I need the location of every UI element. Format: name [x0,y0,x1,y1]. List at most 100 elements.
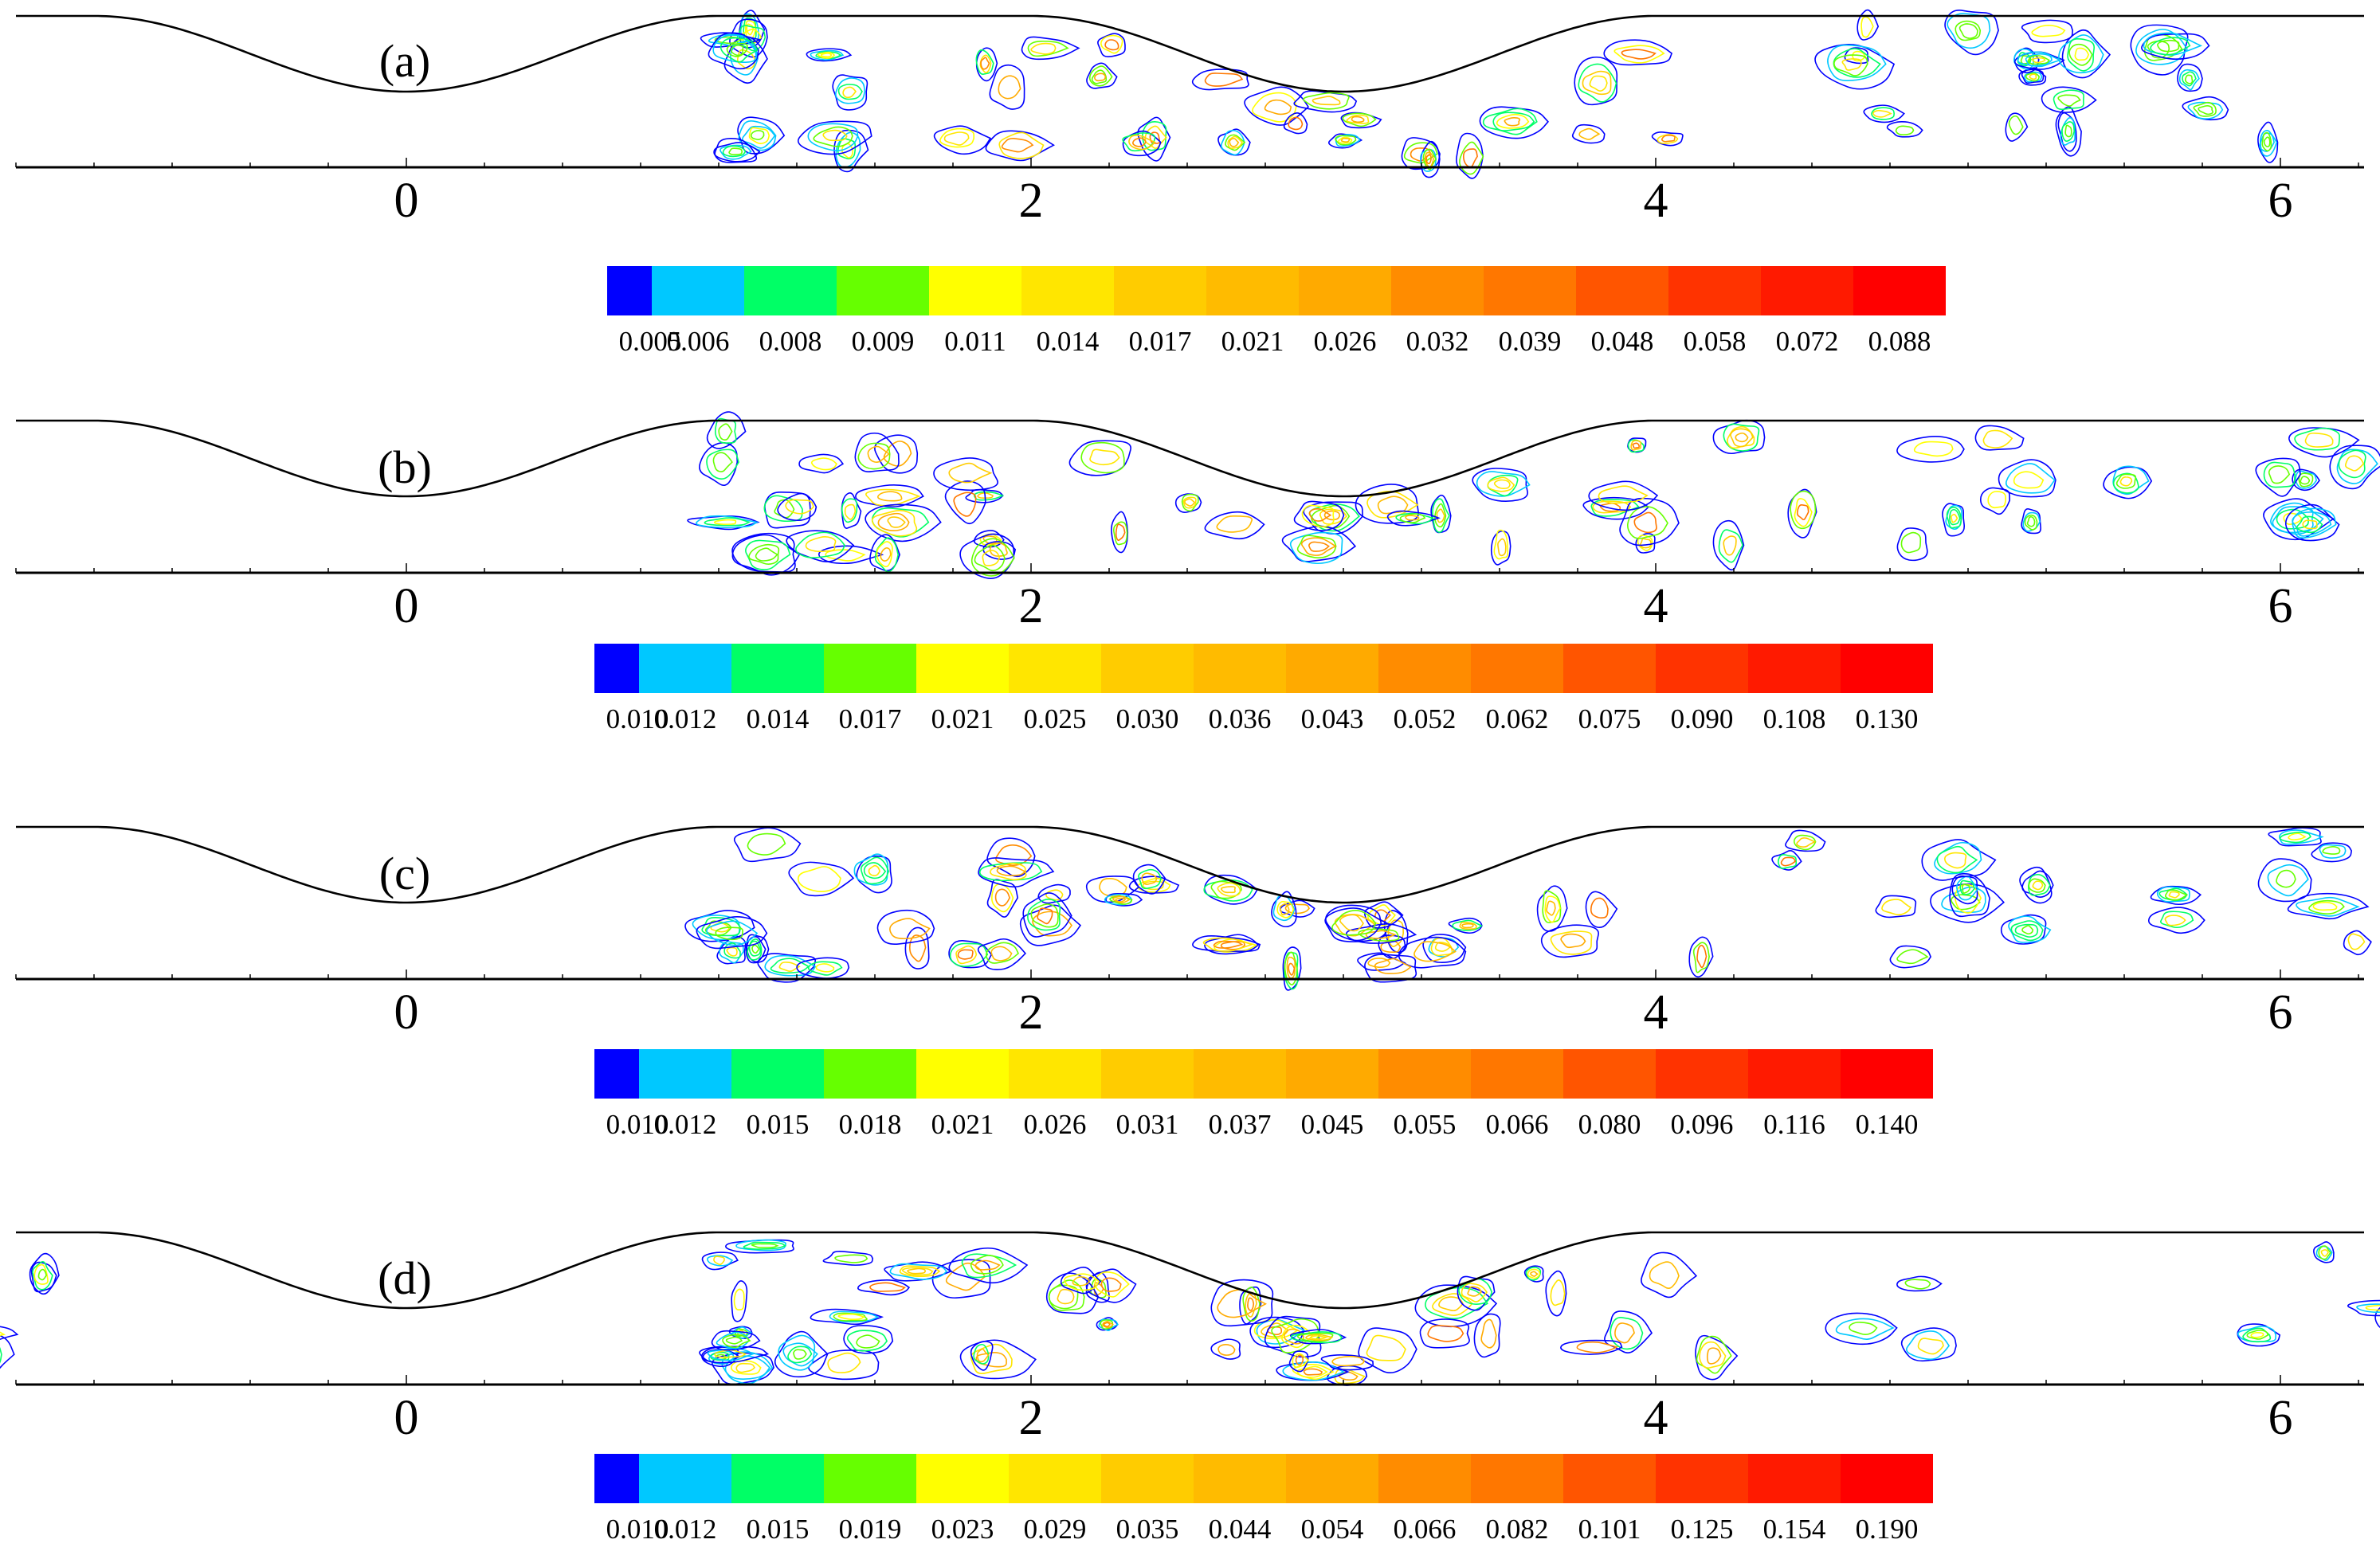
contour-line [1692,942,1710,973]
contour-line [835,77,866,104]
legend-swatch [1761,266,1853,315]
contour-line [1096,1317,1119,1331]
x-tick-label: 2 [1019,579,1044,633]
contour-line [796,957,850,979]
contour-line [853,853,888,886]
contour-line [1723,535,1737,556]
contour-line [1896,436,1965,463]
contour-line [846,1330,888,1352]
contour-line [1346,114,1370,124]
contour-line [1794,498,1813,527]
contour-line [1068,440,1131,476]
contour-line [1525,1267,1542,1281]
contour-line [716,935,747,965]
legend-swatch [1563,1454,1656,1503]
contour-line [855,484,924,508]
contour-line [2025,72,2041,82]
legend-swatch [639,1454,731,1503]
contour-line [1459,921,1477,930]
contour-line [955,945,978,965]
legend-value: 0.031 [1116,1109,1179,1140]
contour-line [979,54,992,73]
legend-swatch [731,1049,824,1099]
contour-line [1398,936,1467,969]
contour-line [2296,896,2360,917]
contour-line [841,492,862,529]
contour-line [2322,846,2341,855]
contour-line [1632,442,1640,449]
legend-swatch [1748,1454,1841,1503]
contour-line [2061,29,2111,79]
contour-line [2041,86,2097,113]
contour-line [1796,503,1810,521]
contour-line [30,1261,57,1293]
contour-line [2178,69,2200,91]
contour-line [1461,1283,1488,1302]
contour-line [1585,891,1618,929]
contour-line [2374,1306,2380,1329]
contour-line [1904,1279,1931,1290]
contour-line [1422,148,1437,170]
contour-line [871,510,918,537]
contour-line [1138,868,1162,890]
legend-value: 0.037 [1209,1109,1272,1140]
contour-line [2295,470,2318,489]
contour-line [2347,1299,2380,1317]
contour-line [2193,101,2217,117]
contour-line [1182,496,1197,509]
contour-line [2292,507,2337,539]
contour-line [829,1310,880,1323]
contour-line [1288,116,1304,131]
contour-line [2313,1241,2335,1263]
contour-line [1204,72,1244,87]
contour-line [1308,541,1330,552]
contour-line [1493,479,1511,489]
contour-line [2031,57,2046,64]
legend-swatch [824,1454,916,1503]
legend-value: 0.072 [1776,326,1839,357]
contour-line [1335,134,1361,147]
contour-line [1949,508,1961,526]
contour-line [2302,519,2318,530]
legend-value: 0.017 [1129,326,1192,357]
contour-line [1560,1339,1623,1355]
legend-swatch [1009,1049,1101,1099]
contour-line [1308,507,1332,522]
contour-line [998,131,1045,159]
contour-line [1599,502,1621,512]
contour-line [965,488,1004,503]
panel-c: -2024681012(c)0.0100.0120.0150.0180.0210… [15,825,2372,1140]
contour-line [770,958,810,974]
contour-line [860,856,890,885]
contour-line [1132,137,1147,147]
contour-line [1777,854,1797,869]
contour-line [722,145,747,158]
legend-swatch [1748,1049,1841,1099]
x-tick-label: 6 [2268,579,2293,633]
contour-line [1527,1268,1541,1279]
contour-line [2021,69,2045,84]
contour-line [1324,907,1390,942]
contour-line [715,926,743,941]
contour-line [2060,117,2076,146]
x-tick-label: 0 [394,579,419,633]
contour-line [1367,904,1396,926]
contour-line [2336,449,2378,484]
contour-line [723,942,741,959]
legend-swatch [1299,266,1391,315]
contour-line [1987,491,2007,509]
panel-a: -2024681012(a)0.0050.0060.0080.0090.0110… [15,9,2364,357]
contour-line [815,963,835,973]
contour-line [1100,1319,1114,1330]
legend-value: 0.055 [1394,1109,1457,1140]
contour-line [1203,879,1253,902]
contour-line [1472,468,1528,502]
contour-line [808,1349,880,1381]
contour-line [1467,1286,1482,1297]
contour-line [986,837,1036,878]
legend-value: 0.009 [852,326,915,357]
contour-line [1401,137,1441,170]
contour-line [2283,512,2303,525]
contour-line [2300,476,2311,485]
contour-line [2356,1303,2380,1314]
